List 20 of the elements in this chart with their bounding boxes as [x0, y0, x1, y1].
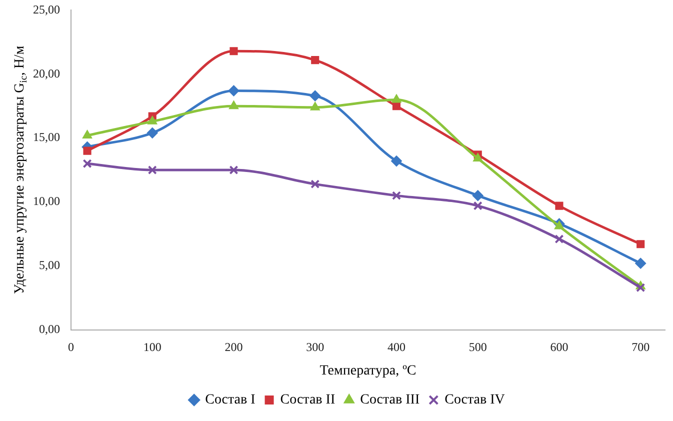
x-tick-label: 0 — [68, 340, 74, 354]
x-tick-label: 700 — [632, 340, 650, 354]
y-tick-label: 5,00 — [39, 258, 60, 272]
x-tick-label: 400 — [387, 340, 406, 354]
x-axis-title: Температура, ºC — [320, 363, 416, 378]
legend-label: Состав II — [280, 392, 336, 408]
x-tick-label: 300 — [306, 340, 324, 354]
y-tick-label: 20,00 — [33, 66, 60, 80]
y-tick-label: 0,00 — [39, 322, 60, 336]
y-tick-label: 25,00 — [33, 2, 60, 16]
legend-label: Состав I — [205, 392, 256, 408]
y-tick-label: 10,00 — [33, 194, 60, 208]
y-axis-title: Удельные упругие энергозатраты Gic, Н/м — [12, 46, 30, 294]
legend-label: Состав IV — [444, 392, 505, 408]
x-tick-label: 200 — [224, 340, 243, 354]
x-tick-label: 600 — [550, 340, 568, 354]
y-tick-label: 15,00 — [33, 130, 60, 144]
x-tick-label: 100 — [143, 340, 162, 354]
x-tick-label: 500 — [468, 340, 487, 354]
legend-label: Состав III — [360, 392, 420, 408]
